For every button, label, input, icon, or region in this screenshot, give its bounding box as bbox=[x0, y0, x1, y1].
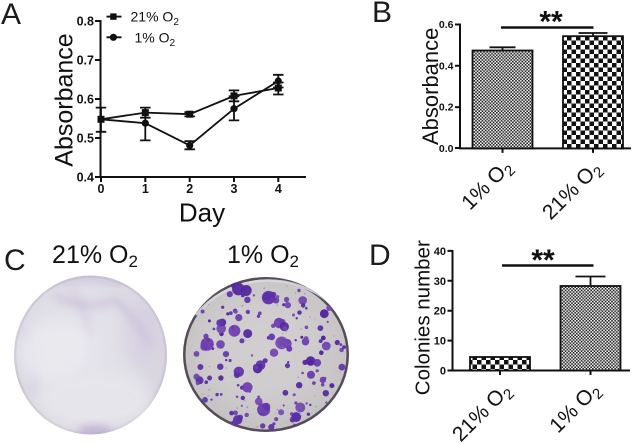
svg-text:Absorbance: Absorbance bbox=[418, 28, 443, 145]
svg-text:C: C bbox=[4, 244, 26, 277]
svg-text:21% O2: 21% O2 bbox=[538, 157, 608, 227]
svg-text:21% O2: 21% O2 bbox=[448, 379, 518, 444]
svg-text:Absorbance: Absorbance bbox=[51, 33, 79, 166]
svg-text:B: B bbox=[372, 0, 392, 29]
svg-text:1% O2: 1% O2 bbox=[457, 155, 519, 217]
svg-text:1% O2: 1% O2 bbox=[135, 29, 176, 49]
svg-text:Colonies number: Colonies number bbox=[412, 240, 435, 395]
svg-text:2: 2 bbox=[186, 182, 193, 196]
svg-text:Day: Day bbox=[179, 198, 225, 228]
svg-text:**: ** bbox=[539, 6, 563, 39]
svg-text:1% O2: 1% O2 bbox=[227, 241, 299, 271]
svg-text:0.8: 0.8 bbox=[77, 15, 94, 29]
svg-text:0.0: 0.0 bbox=[439, 143, 454, 155]
svg-text:0.7: 0.7 bbox=[77, 54, 94, 68]
svg-text:1% O2: 1% O2 bbox=[545, 378, 607, 440]
svg-text:0: 0 bbox=[98, 182, 105, 196]
svg-text:A: A bbox=[1, 0, 21, 31]
svg-text:0.6: 0.6 bbox=[77, 93, 94, 107]
svg-text:21% O2: 21% O2 bbox=[131, 9, 180, 29]
svg-text:0: 0 bbox=[440, 366, 446, 378]
svg-text:30: 30 bbox=[434, 276, 446, 288]
svg-text:D: D bbox=[369, 239, 391, 272]
svg-text:0.4: 0.4 bbox=[439, 60, 454, 72]
svg-text:0.2: 0.2 bbox=[439, 102, 454, 114]
svg-text:20: 20 bbox=[434, 306, 446, 318]
svg-text:1: 1 bbox=[142, 182, 149, 196]
svg-text:**: ** bbox=[531, 244, 555, 277]
svg-text:0.6: 0.6 bbox=[439, 19, 454, 31]
svg-text:21% O2: 21% O2 bbox=[52, 241, 138, 271]
svg-text:3: 3 bbox=[231, 182, 238, 196]
svg-text:10: 10 bbox=[434, 336, 446, 348]
svg-text:40: 40 bbox=[434, 246, 446, 258]
svg-text:0.4: 0.4 bbox=[77, 171, 94, 185]
svg-text:4: 4 bbox=[275, 182, 282, 196]
svg-text:0.5: 0.5 bbox=[77, 132, 94, 146]
